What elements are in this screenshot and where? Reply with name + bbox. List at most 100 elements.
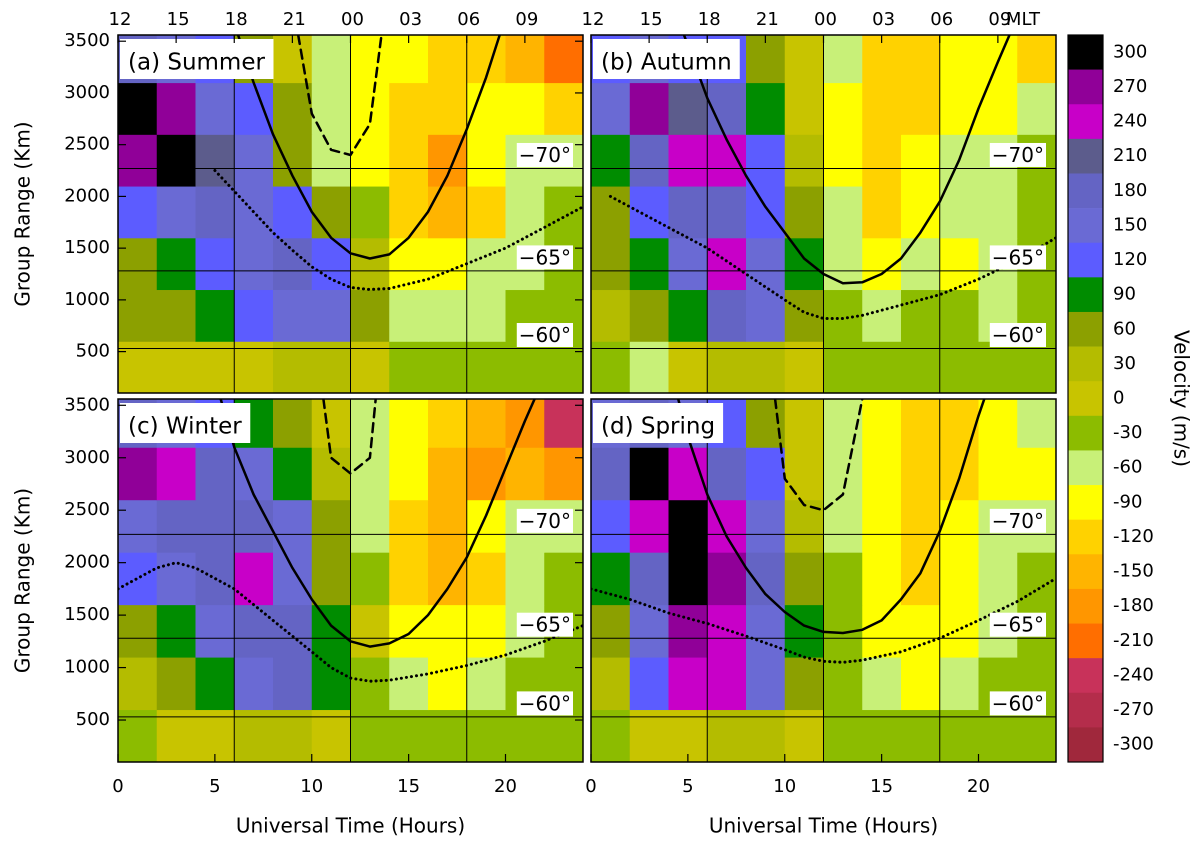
colorbar-cell xyxy=(1068,588,1103,624)
heatmap-cell xyxy=(389,447,429,501)
heatmap-cell xyxy=(823,82,863,135)
heatmap-cell xyxy=(862,604,902,658)
heatmap-cell xyxy=(234,499,274,553)
heatmap-cell xyxy=(823,35,863,84)
heatmap-cell xyxy=(350,82,390,135)
x2-tick-label: 21 xyxy=(283,9,306,30)
heatmap-cell xyxy=(707,289,747,342)
x2-tick-label: 09 xyxy=(515,9,538,30)
colorbar-cell xyxy=(1068,519,1103,555)
heatmap-cell xyxy=(311,499,351,553)
colorbar-label: 120 xyxy=(1113,249,1147,270)
heatmap-cell xyxy=(350,134,390,187)
heatmap-cell xyxy=(591,499,631,553)
latitude-label: −65° xyxy=(992,613,1044,637)
colorbar-cell xyxy=(1068,277,1103,313)
heatmap-cell xyxy=(862,341,902,393)
heatmap-cell xyxy=(629,709,669,762)
heatmap-cell xyxy=(195,709,235,762)
heatmap-cell xyxy=(629,499,669,553)
x2-tick-label: 15 xyxy=(167,9,190,30)
heatmap-cell xyxy=(901,82,941,135)
heatmap-cell xyxy=(1017,447,1056,501)
x-tick-label: 0 xyxy=(112,776,123,797)
heatmap-cell xyxy=(707,82,747,135)
heatmap-cell xyxy=(156,499,196,553)
heatmap-cell xyxy=(746,289,786,342)
heatmap-cell xyxy=(939,499,979,553)
heatmap-cell xyxy=(1017,341,1056,393)
heatmap-cell xyxy=(118,552,158,606)
heatmap-cell xyxy=(428,447,468,501)
heatmap-cell xyxy=(901,604,941,658)
heatmap-cell xyxy=(273,709,313,762)
heatmap-cell xyxy=(156,657,196,711)
colorbar-cell xyxy=(1068,173,1103,209)
heatmap-cell xyxy=(118,82,158,135)
panel xyxy=(118,35,583,393)
y-axis-label: Group Range (Km) xyxy=(11,121,35,306)
heatmap-cell xyxy=(118,604,158,658)
heatmap-cell xyxy=(978,186,1018,239)
heatmap-cell xyxy=(350,237,390,291)
colorbar-cell xyxy=(1068,208,1103,244)
y-tick-label: 2500 xyxy=(64,499,110,520)
y-tick-label: 1000 xyxy=(64,657,110,678)
heatmap-cell xyxy=(311,552,351,606)
heatmap-cell xyxy=(195,447,235,501)
x-tick-label: 5 xyxy=(682,776,693,797)
heatmap-cell xyxy=(939,341,979,393)
colorbar-cell xyxy=(1068,69,1103,105)
heatmap-cell xyxy=(978,341,1018,393)
heatmap-cell xyxy=(156,186,196,239)
heatmap-cell xyxy=(118,289,158,342)
heatmap-cell xyxy=(901,289,941,342)
x-axis-label: Universal Time (Hours) xyxy=(236,814,465,838)
heatmap-cell xyxy=(195,237,235,291)
colorbar-cell xyxy=(1068,623,1103,659)
heatmap-cell xyxy=(428,237,468,291)
heatmap-cell xyxy=(939,709,979,762)
colorbar-label: -60 xyxy=(1113,457,1142,478)
x2-tick-label: 03 xyxy=(399,9,422,30)
heatmap-cell xyxy=(978,82,1018,135)
colorbar-label: 90 xyxy=(1113,284,1136,305)
title-background xyxy=(120,403,251,443)
heatmap-cell xyxy=(311,657,351,711)
label-background xyxy=(516,142,573,167)
heatmap-cell xyxy=(234,134,274,187)
boundary-curve xyxy=(773,399,864,512)
x2-tick-label: 09 xyxy=(988,9,1011,30)
label-background xyxy=(516,323,573,348)
heatmap-cell xyxy=(118,134,158,187)
heatmap-cell xyxy=(195,341,235,393)
boundary-curve xyxy=(236,35,501,260)
x2-tick-label: 00 xyxy=(341,9,364,30)
heatmap-cell xyxy=(118,447,158,501)
colorbar-label: -240 xyxy=(1113,664,1154,685)
colorbar-cell xyxy=(1068,727,1103,763)
heatmap-cell xyxy=(505,447,545,501)
heatmap-cell xyxy=(195,82,235,135)
heatmap-cell xyxy=(901,447,941,501)
x2-tick-label: 15 xyxy=(640,9,663,30)
heatmap-cell xyxy=(746,134,786,187)
heatmap-cell xyxy=(350,499,390,553)
heatmap-cell xyxy=(591,341,631,393)
heatmap-cell xyxy=(668,657,708,711)
heatmap-cell xyxy=(862,289,902,342)
y-tick-label: 3500 xyxy=(64,30,110,51)
heatmap-cell xyxy=(273,289,313,342)
heatmap-cell xyxy=(784,399,824,448)
x-axis-label: Universal Time (Hours) xyxy=(709,814,938,838)
heatmap-cell xyxy=(591,237,631,291)
heatmap-cell xyxy=(591,134,631,187)
heatmap-cell xyxy=(234,82,274,135)
colorbar-cell xyxy=(1068,692,1103,728)
heatmap-cell xyxy=(389,709,429,762)
heatmap-cell xyxy=(544,552,583,606)
heatmap-cell xyxy=(273,447,313,501)
colorbar-cell xyxy=(1068,242,1103,278)
heatmap-cell xyxy=(707,552,747,606)
heatmap-cell xyxy=(746,82,786,135)
